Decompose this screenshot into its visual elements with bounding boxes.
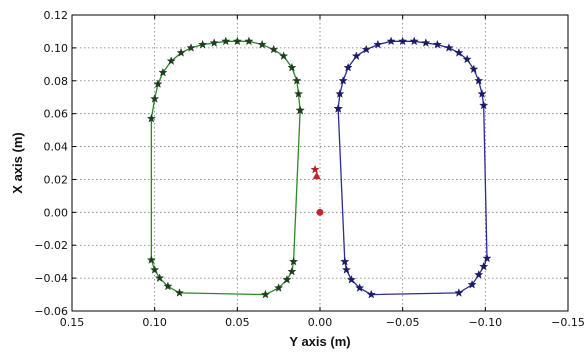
series-1-point xyxy=(274,283,284,292)
series-1-point xyxy=(158,67,168,77)
series-1-point xyxy=(260,289,270,299)
series-1-point xyxy=(287,266,297,276)
y-tick-label: 0.12 xyxy=(44,9,69,22)
grid xyxy=(71,14,569,312)
series-1-point xyxy=(174,288,185,297)
series-1-point xyxy=(153,79,163,88)
x-tick-label: 0.15 xyxy=(60,316,85,329)
series-2-point xyxy=(469,64,479,74)
series-1-point xyxy=(209,38,219,47)
series-2-line xyxy=(337,40,488,296)
x-tick-label: 0.10 xyxy=(142,316,167,329)
series-1-point xyxy=(292,76,302,85)
series-1-point xyxy=(279,51,289,60)
series-1-point xyxy=(155,273,165,282)
series-2-point xyxy=(409,36,419,46)
y-tick-label: 0.06 xyxy=(44,108,69,121)
series-1-point xyxy=(289,256,299,266)
series-2-point xyxy=(338,76,348,85)
x-tick-label: −0.15 xyxy=(551,316,585,329)
series-2-point xyxy=(366,289,376,299)
series-2-point xyxy=(398,36,408,46)
series-2-point xyxy=(467,279,477,289)
series-1-point xyxy=(146,113,156,123)
y-tick-label: −0.02 xyxy=(34,239,68,252)
series-2-point xyxy=(343,62,353,72)
series-1-point xyxy=(244,36,254,46)
series-2-point xyxy=(335,89,345,98)
y-tick-label: −0.04 xyxy=(34,272,68,285)
x-tick-label: 0.05 xyxy=(225,316,250,329)
y-tick-label: 0.02 xyxy=(44,173,69,186)
series-2-point xyxy=(373,39,383,49)
series-1-point xyxy=(150,265,160,274)
series-2-point xyxy=(351,51,361,60)
series-2-point xyxy=(462,54,472,64)
marker-layer xyxy=(146,36,492,299)
x-tick-label: −0.10 xyxy=(468,316,502,329)
series-2-point xyxy=(361,44,371,54)
x-tick-label: 0.00 xyxy=(308,316,333,329)
series-1-point xyxy=(186,43,196,52)
series-2-point xyxy=(474,270,484,279)
series-2-point xyxy=(444,43,454,52)
y-tick-label: 0.10 xyxy=(44,42,69,55)
x-axis-title: Y axis (m) xyxy=(289,334,350,349)
series-2-point xyxy=(479,261,489,271)
series-1-point xyxy=(293,89,304,98)
series-1-point xyxy=(163,281,173,291)
series-1-point xyxy=(232,36,242,46)
series-1-point xyxy=(287,62,297,72)
series-2-point xyxy=(479,100,489,110)
series-2-point xyxy=(340,256,350,266)
series-2-point xyxy=(333,103,343,113)
x-tick-label: −0.05 xyxy=(386,316,420,329)
series-1-point xyxy=(146,255,156,264)
series-1-point xyxy=(221,36,231,46)
series-1-point xyxy=(257,39,267,49)
y-tick-label: 0.00 xyxy=(44,206,69,219)
series-1-point xyxy=(166,56,176,65)
ticks: 0.15 0.10 0.05 0.00 −0.05 −0.10 −0.15 −0.06 −0.0… xyxy=(34,9,585,329)
y-tick-label: −0.06 xyxy=(34,305,68,318)
y-axis-title: X axis (m) xyxy=(10,132,25,193)
series-2-point xyxy=(477,89,487,98)
series-2-point xyxy=(355,283,365,292)
series-2-point xyxy=(386,36,396,46)
series-2-point xyxy=(346,274,356,284)
series-2-point xyxy=(341,265,351,274)
series-1-point xyxy=(282,274,292,284)
series-1-point xyxy=(176,48,186,57)
series-2-point xyxy=(454,288,464,297)
series-2-point xyxy=(421,38,431,47)
center-circle-marker xyxy=(316,208,324,216)
series-1-point xyxy=(269,44,279,54)
series-1-point xyxy=(295,105,305,115)
series-1-point xyxy=(150,94,160,103)
center-star-marker xyxy=(310,164,320,174)
series-2-point xyxy=(432,39,442,49)
series-1-point xyxy=(198,39,208,49)
y-tick-label: 0.04 xyxy=(44,141,69,154)
series-1-line xyxy=(150,40,301,296)
series-layer xyxy=(150,40,488,296)
series-2-point xyxy=(482,253,492,263)
center-triangle-marker xyxy=(312,171,321,180)
y-tick-label: 0.08 xyxy=(44,75,69,88)
series-2-point xyxy=(474,76,484,85)
series-2-point xyxy=(454,48,464,57)
